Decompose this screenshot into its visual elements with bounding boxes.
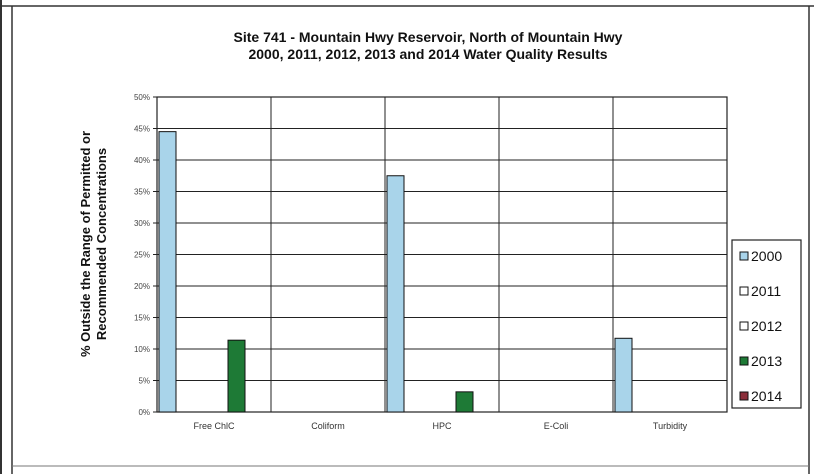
y-tick-label: 40% [134, 156, 150, 165]
bar-2013-free-chlc [227, 339, 246, 413]
legend: 2000 2011 2012 2013 2014 [731, 239, 802, 409]
legend-box [731, 239, 802, 409]
chart-title-line-2: 2000, 2011, 2012, 2013 and 2014 Water Qu… [248, 46, 607, 62]
y-tick-label: 5% [138, 377, 150, 386]
legend-swatch-2000 [739, 251, 749, 261]
y-tick-label: 25% [134, 251, 150, 260]
bar-2013-hpc [455, 391, 474, 413]
legend-swatch-2013 [739, 356, 749, 366]
plot-area: 0% 5% 10% 15% 20% 25% 30% 35% 40% 45% 50% Free ChlC… [134, 93, 728, 431]
bar-2000-free-chlc [158, 131, 177, 413]
y-tick-label: 20% [134, 282, 150, 291]
y-tick-label: 10% [134, 345, 150, 354]
legend-label-2012: 2012 [751, 318, 782, 334]
x-category-label: Free ChlC [193, 421, 235, 431]
legend-label-2013: 2013 [751, 353, 782, 369]
bar-2000-turbidity [614, 337, 633, 413]
legend-swatch-2011 [739, 286, 749, 296]
legend-label-2011: 2011 [751, 283, 781, 299]
y-tick-label: 15% [134, 314, 150, 323]
x-category-label: E-Coli [544, 421, 569, 431]
y-tick-label: 0% [138, 408, 150, 417]
y-tick-label: 50% [134, 93, 150, 102]
y-tick-label: 45% [134, 125, 150, 134]
x-category-label: Turbidity [653, 421, 688, 431]
bar-2000-hpc [386, 175, 405, 413]
legend-swatch-2012 [739, 321, 749, 331]
x-category-label: Coliform [311, 421, 345, 431]
y-axis-label: % Outside the Range of Permitted or Reco… [78, 131, 109, 357]
y-tick-label: 30% [134, 219, 150, 228]
legend-swatch-2014 [739, 391, 749, 401]
y-axis-label-line-2: Recommended Concentrations [94, 148, 109, 340]
x-category-label: HPC [432, 421, 452, 431]
y-tick-label: 35% [134, 188, 150, 197]
chart-title-line-1: Site 741 - Mountain Hwy Reservoir, North… [234, 29, 623, 45]
y-axis-label-line-1: % Outside the Range of Permitted or [78, 131, 93, 357]
legend-label-2000: 2000 [751, 248, 782, 264]
legend-label-2014: 2014 [751, 388, 782, 404]
